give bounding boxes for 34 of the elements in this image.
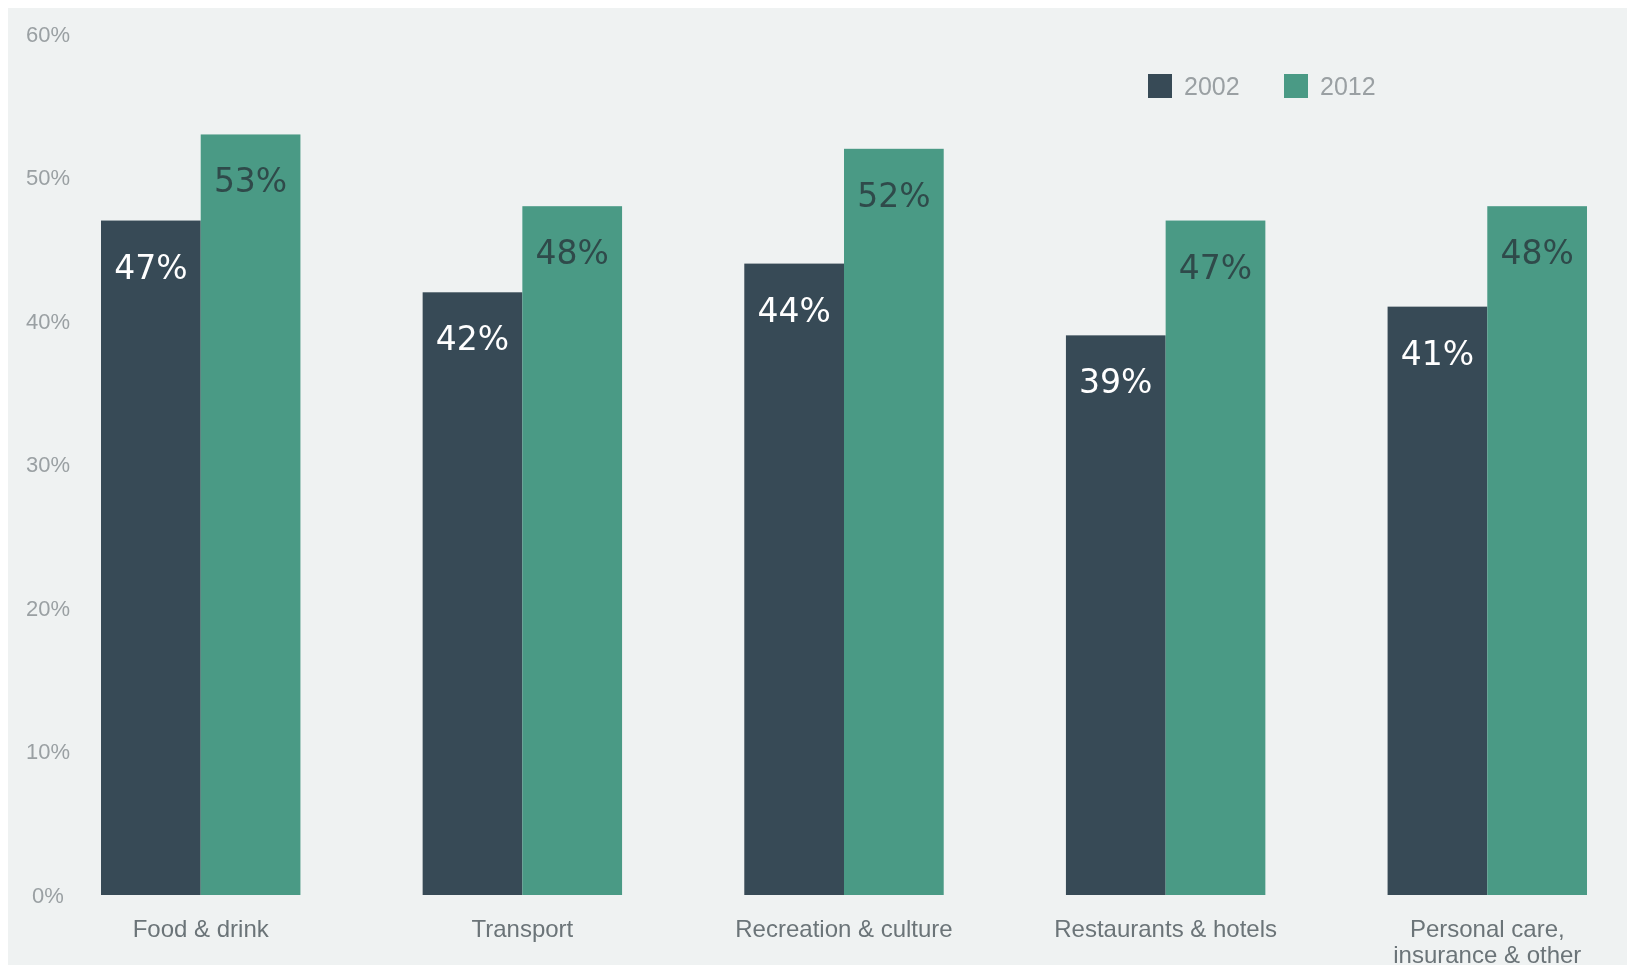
y-tick-label: 20% (25, 595, 71, 621)
y-tick-label: 50% (25, 165, 71, 191)
bar (1065, 335, 1166, 895)
bar (744, 263, 844, 895)
legend-label: 2012 (1320, 71, 1376, 100)
y-tick-label: 40% (25, 308, 71, 334)
y-tick-label: 10% (25, 739, 71, 765)
bar (1165, 220, 1266, 895)
bar (101, 220, 201, 895)
x-tick-label: Food & drink (132, 915, 270, 942)
bar (844, 148, 944, 895)
y-tick-label: 60% (25, 21, 71, 47)
bar (1487, 206, 1587, 895)
bar (522, 206, 623, 895)
data-label: 44% (757, 290, 831, 330)
legend-label: 2002 (1184, 71, 1240, 100)
bar (422, 292, 523, 895)
bar (1387, 306, 1488, 895)
x-tick-label: Restaurants & hotels (1054, 915, 1278, 942)
y-tick-label: 0% (32, 882, 64, 908)
data-label: 48% (1500, 233, 1574, 273)
data-label: 41% (1400, 333, 1475, 373)
x-tick-label: Personal care, insurance & other (1393, 915, 1582, 968)
data-label: 42% (435, 319, 510, 359)
data-label: 48% (535, 233, 609, 273)
data-label: 52% (857, 175, 931, 215)
bar (200, 134, 301, 895)
data-label: 47% (114, 247, 188, 287)
x-tick-label: Transport (471, 915, 574, 942)
y-tick-label: 30% (25, 452, 71, 478)
x-tick-label: Recreation & culture (735, 915, 953, 942)
data-label: 39% (1079, 362, 1153, 402)
data-label: 53% (213, 161, 288, 201)
data-label: 47% (1178, 247, 1253, 287)
